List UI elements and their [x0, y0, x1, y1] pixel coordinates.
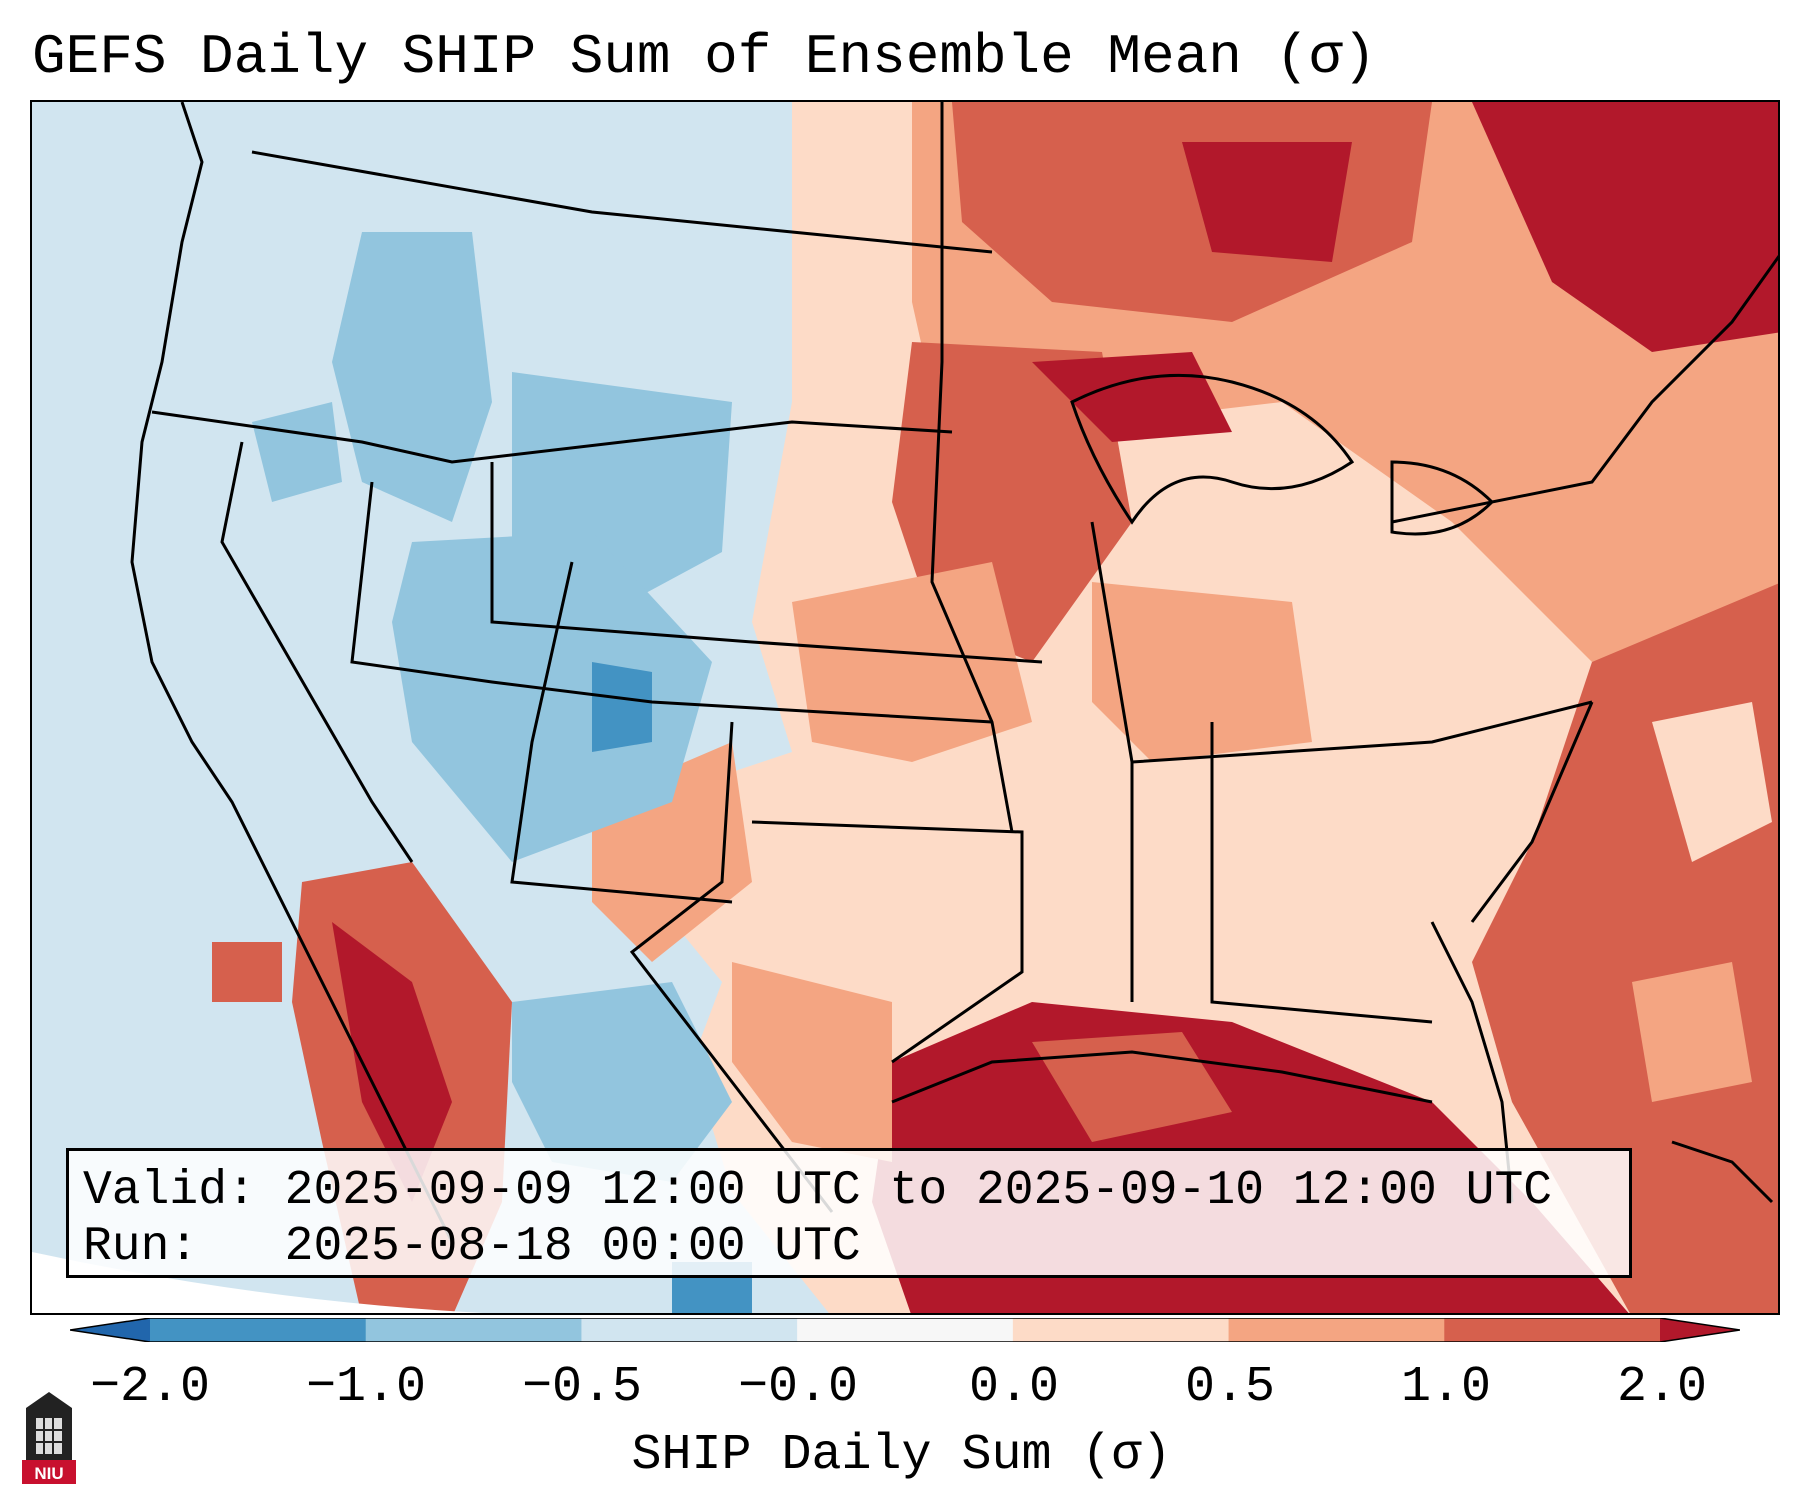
- region-extreme-gulf-of-california: [332, 922, 452, 1202]
- colorbar-label: SHIP Daily Sum (σ): [631, 1427, 1172, 1484]
- gulf-coast: [891, 1050, 1433, 1104]
- region-extreme-quebec: [1472, 102, 1778, 352]
- valid-line: Valid: 2025-09-09 12:00 UTC to 2025-09-1…: [83, 1163, 1615, 1219]
- region-extreme-canada-1: [1182, 142, 1352, 262]
- run-line: Run: 2025-08-18 00:00 UTC: [83, 1219, 1615, 1275]
- southeast-coast: [1470, 701, 1594, 923]
- region-positive-atlantic-patch: [1632, 962, 1752, 1102]
- region-strong-negative-colorado: [592, 662, 652, 752]
- valid-value: 2025-09-09 12:00 UTC to 2025-09-10 12:00…: [284, 1164, 1553, 1218]
- region-negative-mexico: [512, 982, 732, 1182]
- region-strong-pacific-patch: [212, 942, 282, 1002]
- border-new-mexico: [510, 561, 733, 904]
- us-canada-border: [251, 150, 993, 254]
- cuba-coast: [1671, 1140, 1774, 1204]
- region-negative-idaho: [332, 232, 492, 522]
- colorbar-segment: [797, 1318, 1014, 1342]
- border-northern-tier: [151, 410, 953, 464]
- lake-erie-ontario: [1390, 460, 1495, 536]
- region-positive-south-texas: [732, 962, 892, 1162]
- colorbar-segment: [1012, 1318, 1230, 1342]
- logo-text: NIU: [34, 1464, 63, 1483]
- colorbar-segment: [581, 1318, 798, 1342]
- region-positive-ohio-valley: [1092, 582, 1312, 762]
- border-texas-west: [629, 721, 834, 1213]
- tick-label: −1.0: [305, 1359, 427, 1416]
- ship-map: [32, 102, 1778, 1313]
- tick-label: −0.5: [521, 1359, 643, 1416]
- border-central-band: [350, 481, 993, 724]
- projection-edge: [32, 1252, 484, 1313]
- niu-logo-icon: NIU: [22, 1392, 76, 1484]
- colorbar: [70, 1318, 1740, 1342]
- border-tennessee: [1131, 700, 1593, 764]
- colorbar-under-triangle: [70, 1318, 150, 1342]
- colorbar-ticks: −2.0 −1.0 −0.5 −0.0 0.0 0.5 1.0 2.0: [0, 1360, 1803, 1420]
- colorbar-segment: [150, 1318, 367, 1342]
- valid-label: Valid:: [83, 1164, 256, 1218]
- border-colorado-kansas: [490, 462, 1043, 664]
- border-midwest-west: [930, 102, 1014, 833]
- tick-label: 1.0: [1400, 1359, 1492, 1416]
- colorbar-segments: [150, 1318, 1661, 1342]
- colorbar-segment: [1444, 1318, 1661, 1342]
- run-value: 2025-08-18 00:00 UTC: [284, 1220, 861, 1274]
- run-label: Run:: [83, 1220, 199, 1274]
- colorbar-over-triangle: [1660, 1318, 1740, 1342]
- tick-label: 2.0: [1616, 1359, 1708, 1416]
- tick-label: 0.5: [1184, 1359, 1276, 1416]
- tick-label: 0.0: [968, 1359, 1060, 1416]
- great-lakes: [1070, 373, 1355, 525]
- border-oklahoma-texas: [751, 820, 1024, 1064]
- map-panel: [30, 100, 1780, 1315]
- geography-outlines: [130, 102, 1778, 1243]
- region-weak-atlantic-patch: [1652, 702, 1772, 862]
- colorbar-segment: [365, 1318, 582, 1342]
- northeast-coast: [1391, 255, 1778, 524]
- border-alabama: [1210, 722, 1433, 1024]
- region-negative-oregon-patch: [252, 402, 342, 502]
- west-coastline: [130, 102, 454, 1243]
- border-nevada: [220, 441, 414, 863]
- tick-label: −0.0: [737, 1359, 859, 1416]
- region-negative-four-corners: [392, 532, 712, 862]
- tick-label: −2.0: [89, 1359, 211, 1416]
- region-positive-kansas: [792, 562, 1032, 762]
- colorbar-segment: [1228, 1318, 1445, 1342]
- chart-title: GEFS Daily SHIP Sum of Ensemble Mean (σ): [32, 25, 1377, 89]
- valid-run-info-box: Valid: 2025-09-09 12:00 UTC to 2025-09-1…: [66, 1148, 1632, 1278]
